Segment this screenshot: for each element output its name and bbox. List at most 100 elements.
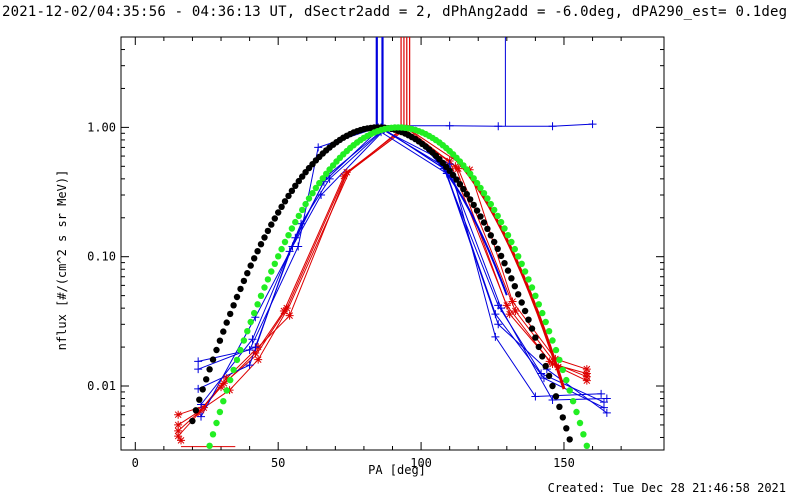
- black-fit-dot: [559, 414, 566, 421]
- green-fit-dot: [230, 366, 237, 374]
- green-fit-dot: [477, 184, 484, 192]
- red-data-point: [582, 376, 591, 385]
- red-data-point: [219, 379, 228, 388]
- black-fit-dot: [535, 343, 542, 351]
- blue-data-point: [197, 412, 206, 421]
- black-fit-dot: [230, 302, 237, 309]
- blue-data-point: [291, 233, 300, 242]
- green-fit-dot: [299, 206, 306, 214]
- blue-data-point: [494, 320, 503, 329]
- green-fit-dot: [583, 442, 590, 449]
- black-fit-dot: [477, 213, 484, 220]
- black-fit-dot: [244, 270, 251, 277]
- black-fit-dot: [271, 215, 278, 222]
- black-fit-dot: [220, 328, 227, 335]
- green-fit-dot: [244, 328, 251, 335]
- created-timestamp: Created: Tue Dec 28 21:46:58 2021: [547, 481, 786, 495]
- plot-area: [174, 37, 611, 449]
- black-fit-dot: [233, 293, 241, 301]
- green-fit-dot: [323, 170, 330, 177]
- x-axis-label: PA [deg]: [368, 463, 426, 477]
- black-fit-dot: [288, 187, 296, 194]
- green-fit-dot: [206, 442, 213, 449]
- black-fit-dot: [460, 185, 467, 193]
- green-fit-dot: [484, 195, 491, 202]
- black-fit-dot: [521, 307, 529, 315]
- red-data-point: [174, 432, 183, 441]
- red-data-point: [174, 410, 183, 419]
- green-fit-dot: [261, 284, 268, 291]
- green-fit-dot: [511, 245, 518, 253]
- red-data-point: [342, 168, 351, 177]
- y-tick-label: 1.00: [87, 120, 116, 134]
- black-fit-dot: [216, 337, 224, 344]
- red-data-point: [174, 420, 183, 429]
- green-fit-dot: [573, 408, 580, 416]
- blue-data-point: [297, 219, 306, 228]
- black-fit-dot: [247, 262, 254, 269]
- black-fit-dot: [275, 209, 282, 216]
- red-series-line: [177, 127, 587, 426]
- green-fit-dot: [566, 387, 573, 394]
- black-fit-dot: [518, 299, 525, 306]
- black-fit-dot: [467, 196, 474, 203]
- green-fit-dot: [501, 225, 508, 232]
- blue-data-point: [317, 191, 326, 199]
- blue-data-point: [497, 304, 506, 313]
- green-fit-dot: [257, 292, 265, 299]
- green-fit-dot: [209, 431, 217, 438]
- black-fit-dot: [528, 325, 536, 332]
- blue-data-point: [537, 369, 546, 378]
- red-data-point: [582, 365, 591, 374]
- blue-data-point: [194, 365, 203, 374]
- black-fit-dot: [453, 176, 460, 183]
- blue-data-point: [314, 143, 323, 152]
- blue-series-line: [386, 123, 593, 127]
- blue-data-point: [248, 335, 257, 344]
- red-data-point: [174, 426, 183, 435]
- black-fit-dot: [261, 234, 268, 241]
- green-fit-dot: [580, 431, 587, 438]
- green-fit-dot: [233, 356, 241, 364]
- black-fit-dot: [446, 167, 453, 174]
- black-fit-dot: [285, 192, 292, 200]
- green-fit-dot: [569, 398, 577, 405]
- black-fit-dot: [491, 238, 498, 246]
- green-fit-dot: [535, 301, 542, 308]
- green-fit-dot: [220, 398, 227, 405]
- green-fit-dot: [254, 301, 261, 308]
- green-fit-dot: [316, 179, 323, 187]
- red-data-point: [548, 359, 557, 368]
- green-fit-dot: [525, 276, 532, 283]
- green-fit-dot: [545, 328, 553, 335]
- green-fit-dot: [247, 318, 254, 326]
- black-fit-dot: [192, 407, 200, 414]
- green-fit-dot: [278, 245, 285, 253]
- blue-data-point: [251, 343, 260, 352]
- green-fit-dot: [467, 170, 474, 177]
- black-fit-dot: [209, 356, 217, 363]
- green-fit-dot: [470, 175, 477, 182]
- green-fit-dot: [494, 212, 501, 220]
- blue-data-point: [194, 357, 203, 366]
- red-data-point: [502, 301, 511, 310]
- black-fit-dot: [497, 252, 505, 260]
- green-fit-dot: [292, 218, 299, 226]
- black-fit-dot: [515, 291, 522, 298]
- black-fit-dot: [227, 310, 234, 318]
- blue-data-point: [245, 345, 254, 354]
- green-fit-dot: [213, 419, 220, 427]
- green-fit-dot: [473, 179, 481, 187]
- black-fit-dot: [473, 207, 481, 214]
- red-data-point: [222, 374, 231, 383]
- black-fit-dot: [251, 255, 258, 262]
- black-fit-dot: [545, 372, 553, 380]
- black-fit-dot: [504, 267, 512, 274]
- black-fit-dot: [566, 436, 573, 443]
- red-data-point: [582, 369, 591, 378]
- black-fit-dot: [199, 386, 206, 393]
- x-tick-label: 150: [553, 456, 575, 470]
- green-fit-dot: [532, 292, 539, 299]
- y-tick-label: 0.10: [87, 250, 116, 264]
